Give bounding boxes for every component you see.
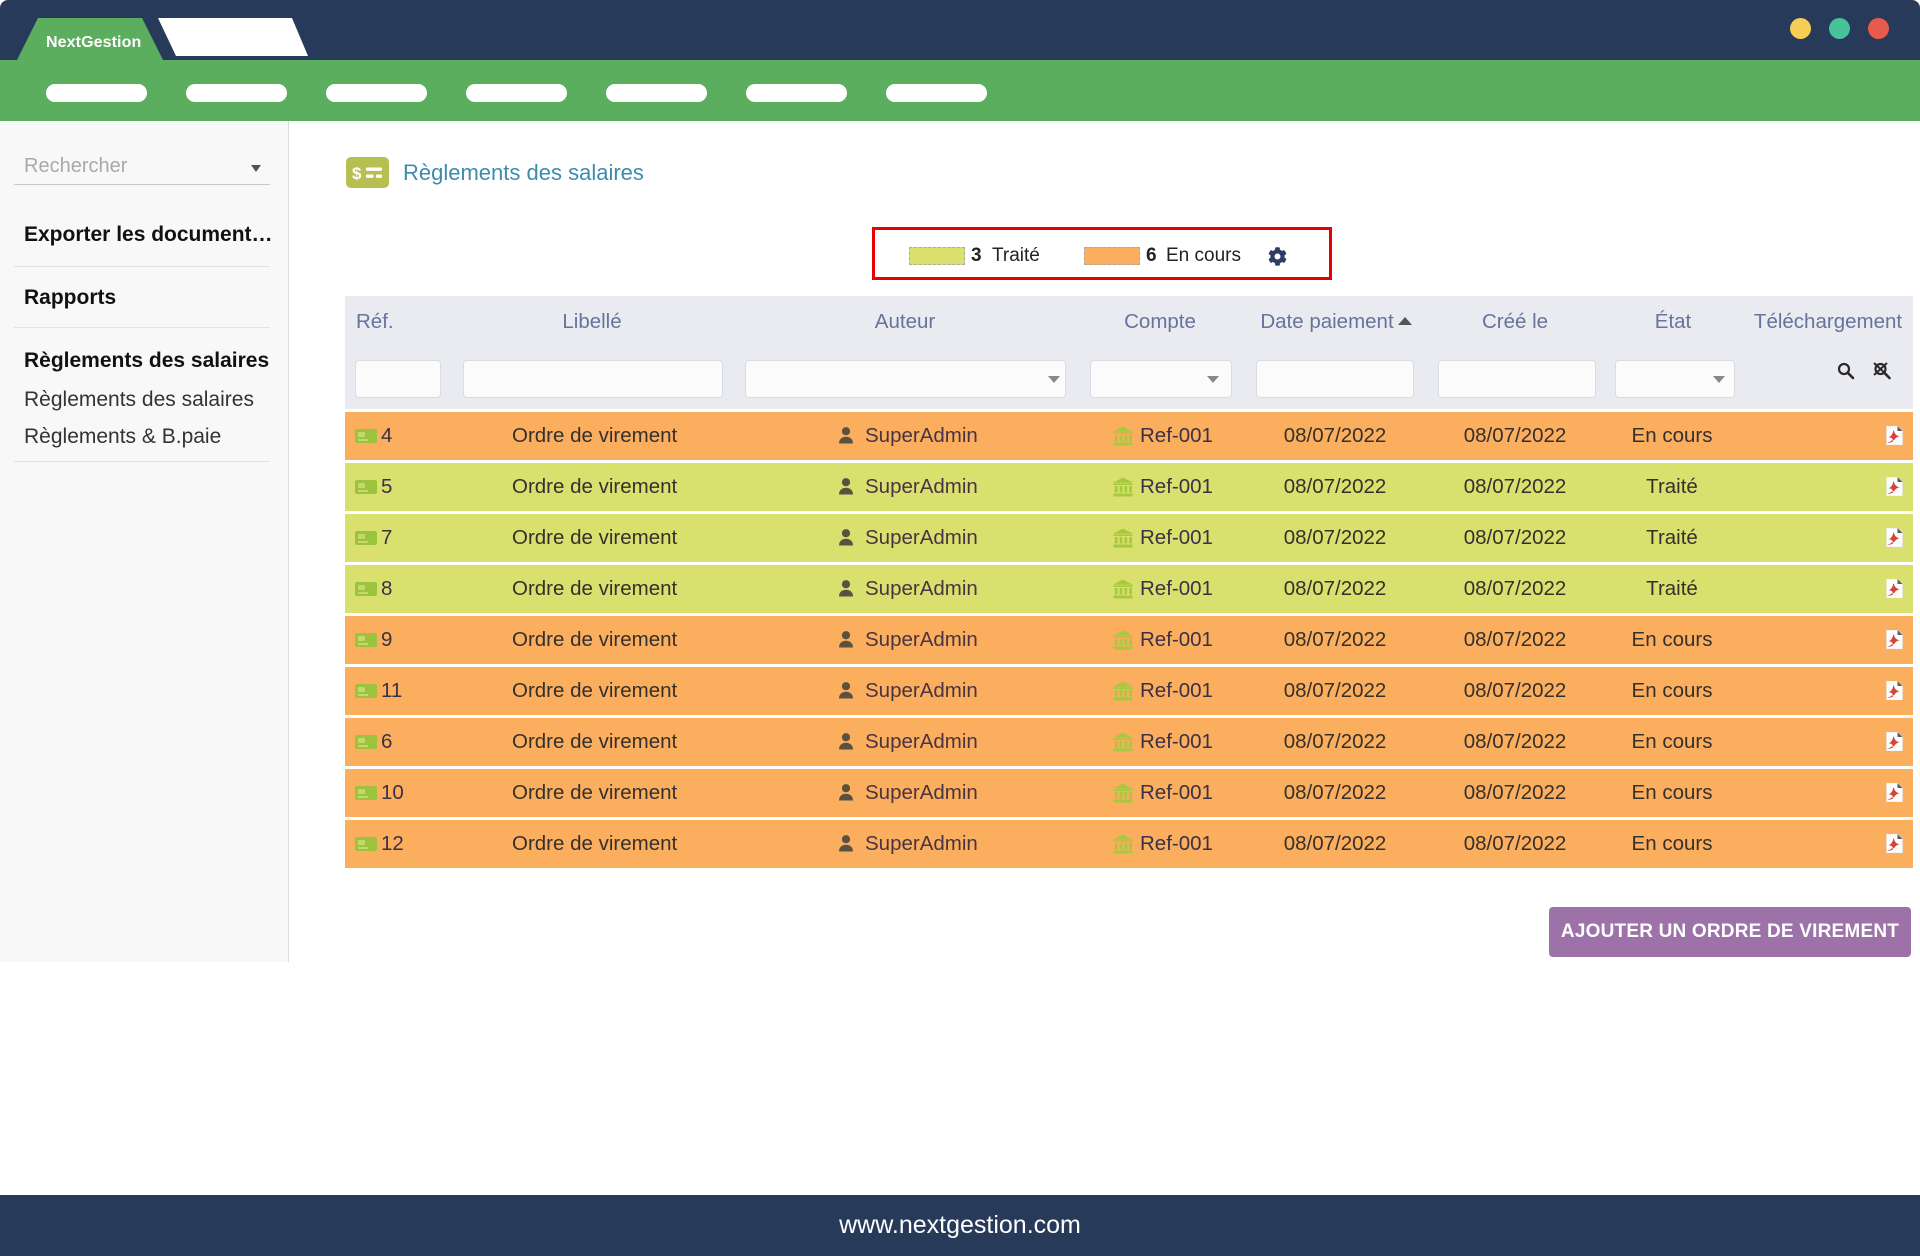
svg-text:$: $ — [352, 164, 362, 183]
